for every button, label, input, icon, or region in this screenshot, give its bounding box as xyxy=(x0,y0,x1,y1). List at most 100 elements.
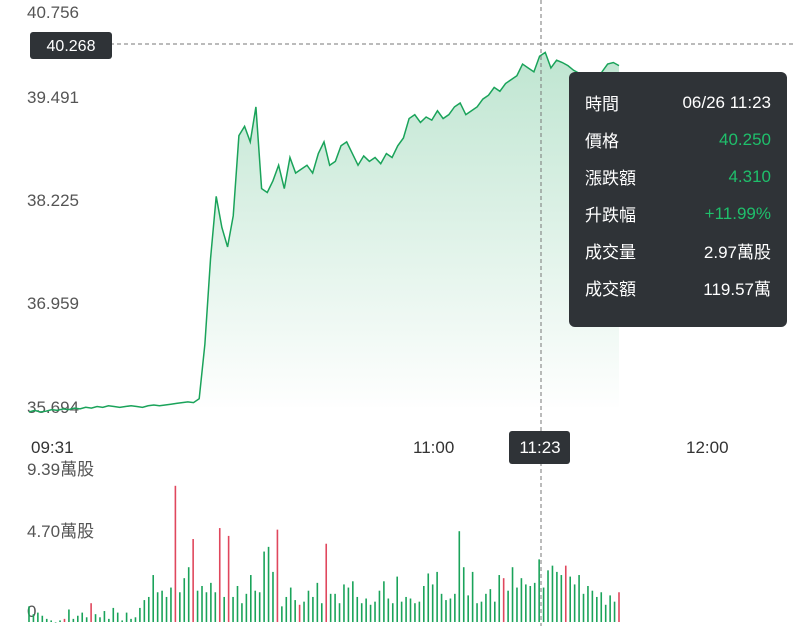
volume-bar xyxy=(489,589,492,622)
tooltip-value: 40.250 xyxy=(719,129,771,149)
volume-bar xyxy=(99,617,101,622)
price-highlight-label: 40.268 xyxy=(47,38,96,55)
volume-bar xyxy=(427,573,430,622)
volume-tick-label: 0 xyxy=(27,602,36,621)
volume-bar xyxy=(476,603,478,622)
volume-bar xyxy=(108,618,110,622)
volume-bars xyxy=(28,485,620,623)
volume-bar xyxy=(405,596,407,622)
volume-bar xyxy=(45,618,48,622)
volume-bar xyxy=(263,551,265,622)
volume-bar xyxy=(289,587,292,622)
volume-bar xyxy=(192,539,194,622)
volume-bar xyxy=(613,601,616,622)
volume-bar xyxy=(618,592,620,622)
volume-bar xyxy=(72,618,75,622)
volume-bar xyxy=(218,528,221,622)
volume-bar xyxy=(125,612,128,622)
volume-bar xyxy=(41,615,44,622)
time-highlight-badge xyxy=(509,431,570,464)
tooltip-row-turnover: 成交額 119.57萬 xyxy=(585,269,771,306)
volume-bar xyxy=(210,582,212,622)
volume-bar xyxy=(520,578,523,622)
volume-bar xyxy=(94,614,97,622)
volume-tick-label: 9.39萬股 xyxy=(27,460,94,479)
price-tooltip: 時間 06/26 11:23 價格 40.250 漲跌額 4.310 升跌幅 +… xyxy=(569,72,787,327)
volume-bar xyxy=(378,590,381,622)
volume-bar xyxy=(179,592,181,622)
volume-bar xyxy=(604,604,607,622)
volume-bar xyxy=(347,587,350,622)
volume-bar xyxy=(241,603,243,622)
volume-bar xyxy=(507,590,509,622)
volume-bar xyxy=(533,582,536,622)
volume-bar xyxy=(547,570,549,622)
tooltip-value: 119.57萬 xyxy=(703,280,771,299)
volume-bar xyxy=(28,606,30,622)
volume-bar xyxy=(170,587,172,622)
volume-bar xyxy=(609,595,611,622)
volume-bar xyxy=(250,575,252,622)
volume-bar xyxy=(458,531,461,622)
volume-bar xyxy=(201,585,203,622)
volume-bar xyxy=(245,593,248,622)
volume-bar xyxy=(103,611,106,622)
volume-bar xyxy=(471,571,474,622)
volume-bar xyxy=(32,614,35,622)
volume-bar xyxy=(409,598,412,622)
volume-bar xyxy=(116,612,119,622)
volume-bar xyxy=(449,598,452,622)
volume-bar xyxy=(85,617,88,622)
tooltip-label: 漲跌額 xyxy=(585,169,636,188)
volume-bar xyxy=(312,596,314,622)
volume-bar xyxy=(307,590,310,622)
volume-bar xyxy=(542,587,545,622)
volume-bar xyxy=(454,593,456,622)
x-tick-label: 11:00 xyxy=(413,438,454,457)
volume-bar xyxy=(485,593,487,622)
volume-bar xyxy=(258,592,261,622)
volume-bar xyxy=(223,596,225,622)
volume-bar xyxy=(156,592,159,622)
volume-bar xyxy=(320,603,323,622)
volume-bar xyxy=(338,603,341,622)
tooltip-label: 價格 xyxy=(585,132,619,151)
volume-bar xyxy=(81,612,84,622)
volume-bar xyxy=(130,618,132,622)
volume-bar xyxy=(573,584,576,622)
volume-bar xyxy=(50,620,52,622)
price-highlight-badge xyxy=(30,32,112,59)
volume-bar xyxy=(400,601,403,622)
volume-bar xyxy=(174,485,177,622)
volume-bar xyxy=(369,604,372,622)
volume-bar xyxy=(374,601,376,622)
volume-bar xyxy=(161,590,163,622)
volume-bar xyxy=(294,600,296,622)
volume-bar xyxy=(560,575,563,622)
volume-bar xyxy=(143,600,146,622)
tooltip-label: 升跌幅 xyxy=(585,206,636,225)
volume-bar xyxy=(281,606,283,622)
volume-bar xyxy=(134,617,137,622)
volume-bar xyxy=(121,620,123,622)
volume-bar xyxy=(383,581,385,622)
volume-bar xyxy=(525,584,527,622)
volume-bar xyxy=(68,609,70,622)
volume-bar xyxy=(423,585,425,622)
y-tick-label: 38.225 xyxy=(27,191,79,210)
volume-bar xyxy=(529,585,532,622)
volume-bar xyxy=(396,576,398,622)
tooltip-value: 06/26 11:23 xyxy=(682,92,771,112)
volume-bar xyxy=(343,584,345,622)
volume-bar xyxy=(556,571,558,622)
tooltip-row-volume: 成交量 2.97萬股 xyxy=(585,232,771,269)
volume-bar xyxy=(303,601,305,622)
volume-bar xyxy=(480,601,483,622)
price-line xyxy=(28,51,620,413)
volume-bar xyxy=(183,578,186,622)
time-highlight-label: 11:23 xyxy=(519,438,560,457)
volume-bar xyxy=(63,618,66,622)
volume-bar xyxy=(511,567,514,622)
tooltip-value: 4.310 xyxy=(728,166,771,186)
